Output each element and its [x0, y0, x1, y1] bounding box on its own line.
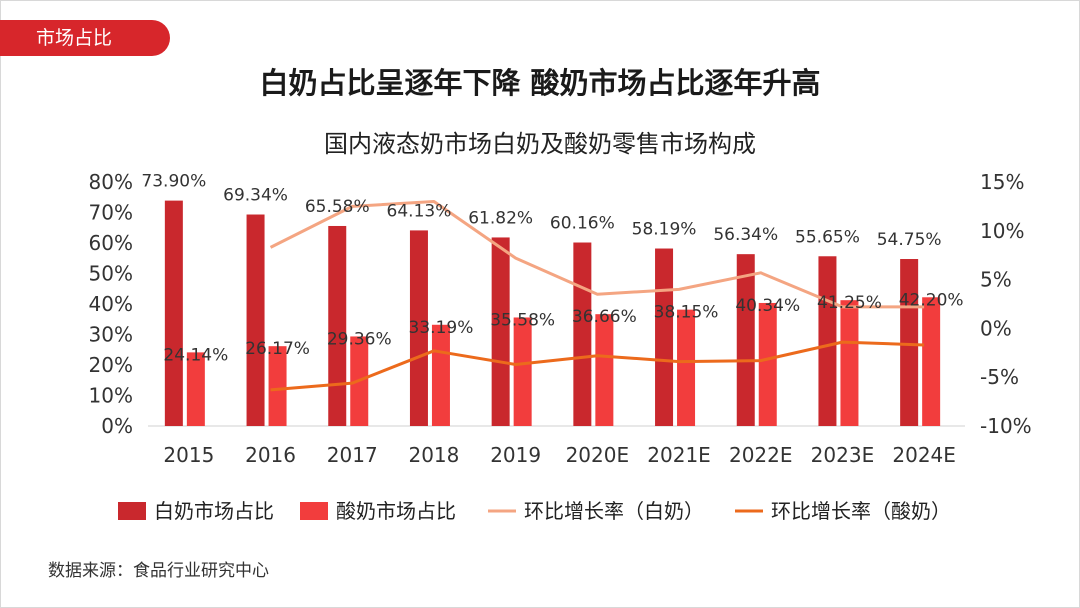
- bar-yogurt: [431, 324, 450, 426]
- bar-white-milk: [409, 230, 428, 426]
- bar-yogurt: [840, 300, 859, 426]
- legend-label: 环比增长率（酸奶）: [771, 499, 951, 523]
- data-label-yogurt: 26.17%: [245, 339, 310, 359]
- y-right-tick-label: 5%: [980, 268, 1012, 292]
- y-left-tick-label: 80%: [89, 170, 133, 194]
- x-category-label: 2023E: [811, 443, 875, 467]
- legend-swatch: [118, 502, 146, 520]
- data-label-yogurt: 33.19%: [409, 318, 474, 338]
- headline: 白奶占比呈逐年下降 酸奶市场占比逐年升高: [259, 66, 821, 100]
- data-label-yogurt: 40.34%: [735, 296, 800, 316]
- y-left-tick-label: 0%: [101, 414, 133, 438]
- y-right-tick-label: -5%: [980, 365, 1019, 389]
- data-label-white-milk: 56.34%: [713, 225, 778, 245]
- bar-white-milk: [655, 248, 674, 426]
- y-right-tick-label: -10%: [980, 414, 1032, 438]
- x-category-label: 2020E: [566, 443, 630, 467]
- data-label-white-milk: 58.19%: [632, 220, 697, 240]
- data-label-yogurt: 38.15%: [654, 303, 719, 323]
- data-label-yogurt: 24.14%: [163, 345, 228, 365]
- bar-white-milk: [246, 214, 265, 426]
- chart-title: 国内液态奶市场白奶及酸奶零售市场构成: [324, 130, 756, 158]
- line-white-growth: [269, 200, 925, 309]
- bar-white-milk: [328, 225, 347, 426]
- bar-white-milk: [900, 259, 919, 426]
- data-label-yogurt: 29.36%: [327, 329, 392, 349]
- bar-yogurt: [677, 309, 696, 426]
- bar-yogurt: [922, 297, 941, 426]
- bar-white-milk: [573, 242, 592, 426]
- bar-yogurt: [758, 302, 777, 426]
- data-label-yogurt: 42.20%: [899, 290, 964, 310]
- x-category-label: 2016: [245, 443, 296, 467]
- data-label-white-milk: 55.65%: [795, 227, 860, 247]
- data-label-white-milk: 61.82%: [468, 208, 533, 228]
- x-category-label: 2024E: [892, 443, 956, 467]
- bar-yogurt: [513, 317, 532, 426]
- bar-yogurt: [186, 352, 205, 426]
- bar-white-milk: [491, 237, 510, 426]
- data-label-white-milk: 60.16%: [550, 214, 615, 234]
- data-label-white-milk: 73.90%: [141, 172, 206, 192]
- y-right-tick-label: 10%: [980, 219, 1024, 243]
- bar-yogurt: [268, 346, 287, 426]
- data-label-white-milk: 65.58%: [305, 197, 370, 217]
- data-label-white-milk: 64.13%: [387, 201, 452, 221]
- y-left-tick-label: 20%: [89, 353, 133, 377]
- line-yogurt-growth: [270, 340, 925, 392]
- y-left-tick-label: 50%: [89, 262, 133, 286]
- section-tag: 市场占比: [0, 20, 170, 56]
- data-label-yogurt: 35.58%: [490, 310, 555, 330]
- y-left-tick-label: 60%: [89, 231, 133, 255]
- bar-white-milk: [164, 200, 183, 426]
- legend-label: 酸奶市场占比: [336, 499, 456, 523]
- y-right-tick-label: 15%: [980, 170, 1024, 194]
- y-left-tick-label: 40%: [89, 292, 133, 316]
- bar-white-milk: [818, 256, 837, 426]
- bar-yogurt: [595, 314, 614, 426]
- x-category-label: 2017: [327, 443, 378, 467]
- data-label-yogurt: 41.25%: [817, 293, 882, 313]
- legend-label: 白奶市场占比: [154, 499, 274, 523]
- data-label-white-milk: 69.34%: [223, 186, 288, 206]
- y-left-tick-label: 70%: [89, 201, 133, 225]
- x-category-label: 2015: [163, 443, 214, 467]
- data-source: 数据来源：食品行业研究中心: [48, 561, 269, 581]
- legend-label: 环比增长率（白奶）: [524, 499, 704, 523]
- x-category-label: 2021E: [647, 443, 711, 467]
- legend-swatch: [300, 502, 328, 520]
- y-left-tick-label: 30%: [89, 323, 133, 347]
- x-category-label: 2022E: [729, 443, 793, 467]
- x-category-label: 2019: [490, 443, 541, 467]
- y-right-tick-label: 0%: [980, 316, 1012, 340]
- bar-white-milk: [736, 254, 755, 426]
- data-label-white-milk: 54.75%: [877, 230, 942, 250]
- y-left-tick-label: 10%: [89, 384, 133, 408]
- data-label-yogurt: 36.66%: [572, 307, 637, 327]
- x-category-label: 2018: [408, 443, 459, 467]
